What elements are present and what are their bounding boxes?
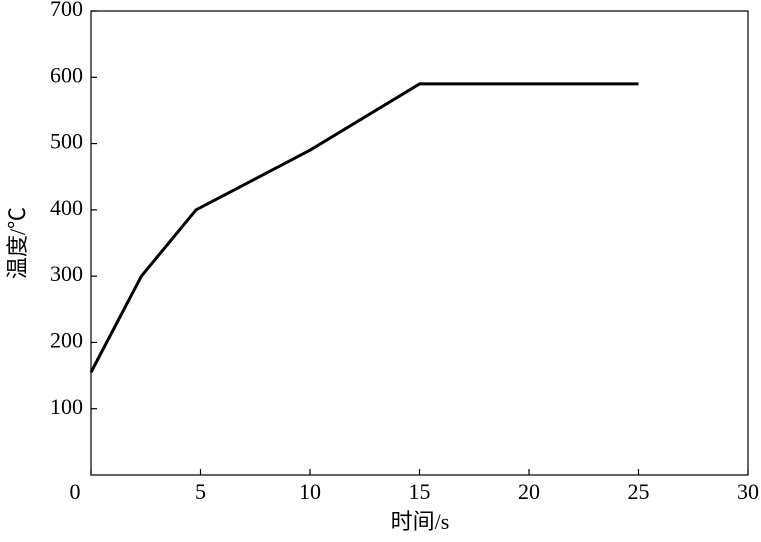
x-tick-label: 10	[299, 479, 321, 504]
y-tick-label: 500	[50, 129, 83, 154]
y-tick-label: 100	[50, 394, 83, 419]
y-tick-label: 200	[50, 327, 83, 352]
x-tick-label: 20	[518, 479, 540, 504]
y-tick-label: 300	[50, 261, 83, 286]
x-tick-label: 15	[409, 479, 431, 504]
y-tick-label: 600	[50, 62, 83, 87]
x-tick-label: 5	[195, 479, 206, 504]
y-tick-label: 400	[50, 195, 83, 220]
x-axis-label: 时间/s	[391, 509, 450, 534]
x-tick-label: 25	[628, 479, 650, 504]
x-tick-label: 0	[70, 479, 81, 504]
x-tick-label: 30	[737, 479, 759, 504]
y-tick-label: 700	[50, 0, 83, 21]
data-line	[89, 82, 639, 373]
plot-frame	[90, 10, 749, 476]
y-axis-label: 温度/℃	[5, 207, 30, 279]
